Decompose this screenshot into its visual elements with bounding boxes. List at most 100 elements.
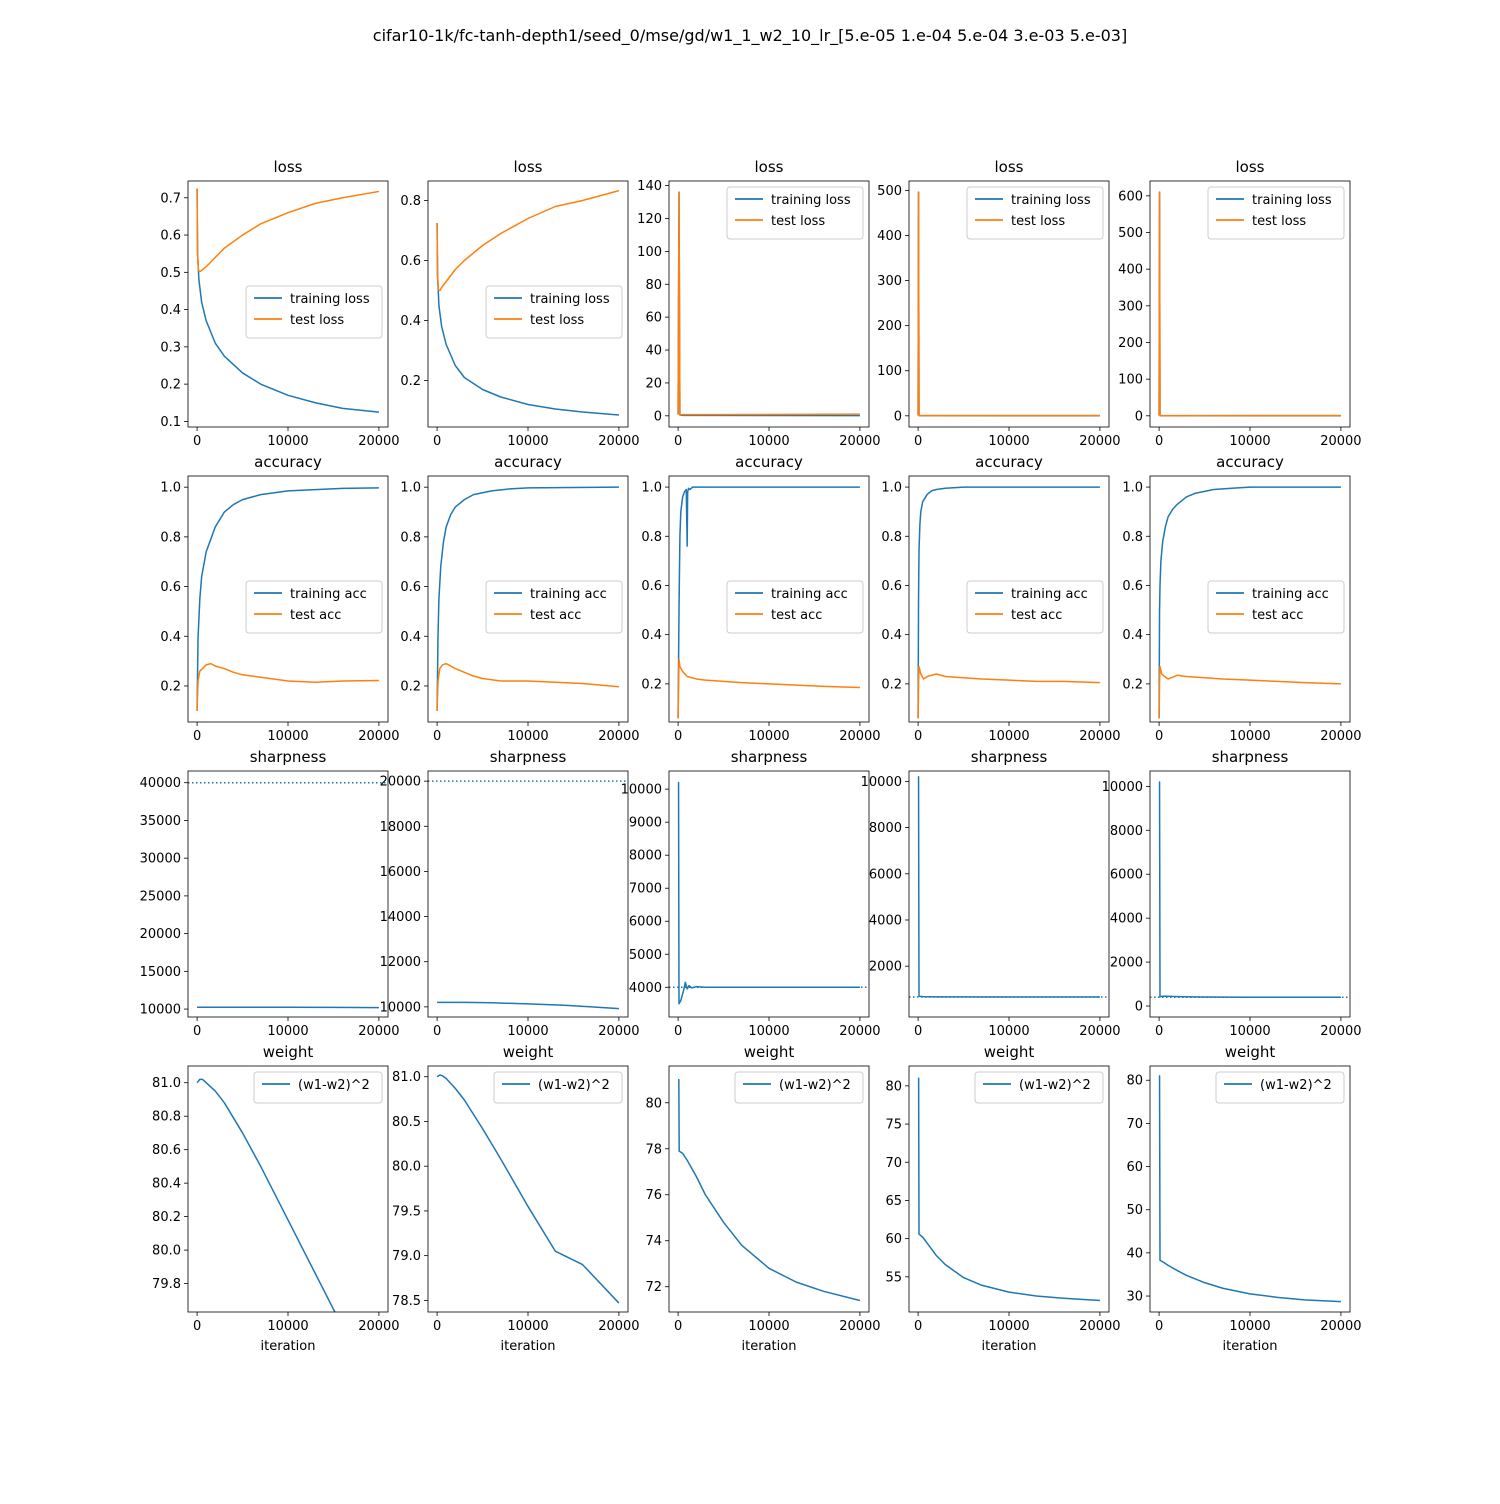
y-tick-label: 70: [1126, 1117, 1143, 1132]
series-line-test-acc: [918, 667, 1100, 719]
y-tick-label: 72: [645, 1280, 662, 1295]
x-tick-label: 0: [193, 1319, 201, 1334]
subplot-title: loss: [514, 158, 543, 176]
x-tick-label: 10000: [507, 729, 548, 744]
x-axis-label: iteration: [261, 1339, 316, 1354]
x-tick-label: 0: [674, 1319, 682, 1334]
x-tick-label: 0: [914, 434, 922, 449]
subplot-title: accuracy: [494, 453, 562, 471]
legend: (w1-w2)^2: [1216, 1072, 1344, 1103]
y-tick-label: 80.2: [152, 1210, 181, 1225]
y-tick-label: 0.3: [160, 340, 181, 355]
y-tick-label: 35000: [140, 814, 181, 829]
y-tick-label: 0.4: [400, 630, 421, 645]
series-line-test-acc: [437, 664, 619, 711]
legend-label: (w1-w2)^2: [779, 1078, 851, 1093]
y-tick-label: 1.0: [1122, 481, 1143, 496]
series-line--w1-w2-2: [437, 1075, 619, 1303]
y-tick-label: 6000: [869, 867, 902, 882]
y-tick-label: 79.5: [392, 1204, 421, 1219]
y-tick-label: 80.8: [152, 1110, 181, 1125]
y-tick-label: 78.5: [392, 1294, 421, 1309]
y-tick-label: 4000: [629, 981, 662, 996]
legend-label: test acc: [1011, 608, 1062, 623]
y-tick-label: 10000: [1102, 780, 1143, 795]
y-tick-label: 100: [1118, 373, 1143, 388]
y-tick-label: 1.0: [881, 481, 902, 496]
series-line-sharpness: [678, 783, 860, 1004]
y-tick-label: 60: [885, 1232, 902, 1247]
y-tick-label: 0.4: [160, 303, 181, 318]
x-tick-label: 10000: [1229, 729, 1270, 744]
y-tick-label: 79.0: [392, 1249, 421, 1264]
x-tick-label: 10000: [267, 729, 308, 744]
x-tick-label: 10000: [507, 1319, 548, 1334]
x-tick-label: 20000: [598, 729, 639, 744]
subplot-title: accuracy: [1216, 453, 1284, 471]
legend-label: test loss: [1252, 214, 1306, 229]
y-tick-label: 25000: [140, 889, 181, 904]
y-tick-label: 8000: [1110, 824, 1143, 839]
y-tick-label: 7000: [629, 882, 662, 897]
y-tick-label: 81.0: [392, 1070, 421, 1085]
y-tick-label: 78: [645, 1142, 662, 1157]
y-tick-label: 2000: [869, 960, 902, 975]
legend-label: test loss: [290, 313, 344, 328]
x-tick-label: 10000: [267, 1024, 308, 1039]
y-tick-label: 9000: [629, 816, 662, 831]
y-tick-label: 74: [645, 1234, 662, 1249]
x-tick-label: 10000: [988, 1319, 1029, 1334]
y-tick-label: 80.4: [152, 1177, 181, 1192]
y-tick-label: 6000: [629, 915, 662, 930]
y-tick-label: 120: [637, 212, 662, 227]
subplot-title: sharpness: [490, 748, 567, 766]
y-tick-label: 10000: [140, 1003, 181, 1018]
legend: (w1-w2)^2: [735, 1072, 863, 1103]
x-tick-label: 20000: [358, 1319, 399, 1334]
x-tick-label: 20000: [598, 434, 639, 449]
y-tick-label: 500: [1118, 226, 1143, 241]
y-tick-label: 0.2: [160, 378, 181, 393]
legend-label: test acc: [290, 608, 341, 623]
x-tick-label: 20000: [1079, 1024, 1120, 1039]
y-tick-label: 40: [645, 344, 662, 359]
subplot-title: weight: [503, 1043, 554, 1061]
y-tick-label: 50: [1126, 1203, 1143, 1218]
y-tick-label: 200: [877, 319, 902, 334]
x-tick-label: 10000: [1229, 1319, 1270, 1334]
y-tick-label: 0.7: [160, 191, 181, 206]
y-tick-label: 15000: [140, 965, 181, 980]
y-tick-label: 20000: [140, 927, 181, 942]
legend: (w1-w2)^2: [975, 1072, 1103, 1103]
y-tick-label: 4000: [1110, 912, 1143, 927]
x-tick-label: 0: [193, 1024, 201, 1039]
y-tick-label: 0.6: [160, 580, 181, 595]
legend-label: training acc: [1252, 587, 1329, 602]
figure-suptitle: cifar10-1k/fc-tanh-depth1/seed_0/mse/gd/…: [0, 26, 1500, 45]
y-tick-label: 6000: [1110, 868, 1143, 883]
legend-label: (w1-w2)^2: [298, 1078, 370, 1093]
y-tick-label: 0.6: [400, 254, 421, 269]
subplot-title: sharpness: [250, 748, 327, 766]
y-tick-label: 20: [645, 376, 662, 391]
legend-label: training acc: [1011, 587, 1088, 602]
axes-frame: [1150, 771, 1350, 1017]
y-tick-label: 0.2: [160, 679, 181, 694]
y-tick-label: 0.8: [160, 530, 181, 545]
y-tick-label: 79.8: [152, 1277, 181, 1292]
y-tick-label: 140: [637, 179, 662, 194]
y-tick-label: 10000: [861, 775, 902, 790]
axes-frame: [909, 771, 1109, 1017]
y-tick-label: 0.2: [400, 374, 421, 389]
y-tick-label: 100: [877, 364, 902, 379]
y-tick-label: 4000: [869, 913, 902, 928]
y-tick-label: 0.4: [641, 628, 662, 643]
